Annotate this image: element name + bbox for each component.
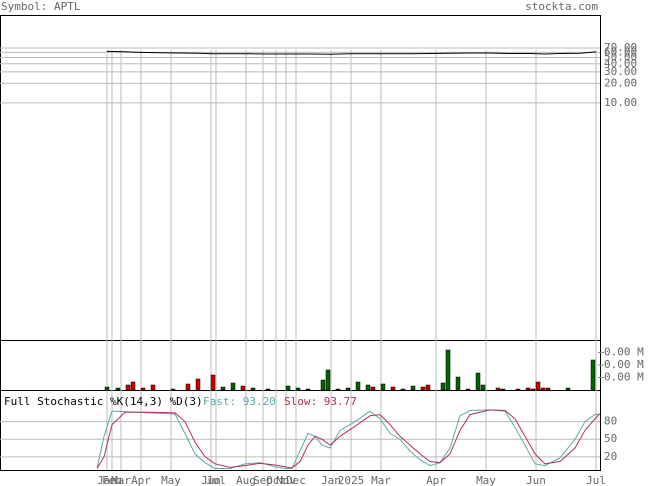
volume-bar: [305, 388, 311, 391]
volume-bar: [325, 369, 331, 391]
volume-bar: [295, 387, 301, 391]
volume-bar: [440, 382, 446, 391]
legend-label: Fast: 93.20: [203, 395, 276, 408]
y-tick-label: 20: [604, 450, 617, 463]
x-tick-label: Dec: [286, 474, 306, 486]
volume-bar: [115, 387, 121, 391]
y-tick-label: 40.00: [604, 57, 637, 70]
x-tick-label: Jun: [201, 474, 221, 486]
stochastic-panel: [0, 390, 601, 471]
y-tick-label: 20.00: [604, 76, 637, 89]
volume-bar: [425, 384, 431, 391]
volume-bar: [345, 387, 351, 391]
stochastic-title: Full Stochastic %K(14,3) %D(3): [4, 395, 203, 408]
x-tick-label: Feb: [102, 474, 122, 486]
volume-bar: [445, 349, 451, 391]
volume-bar: [104, 386, 110, 391]
volume-bar: [150, 384, 156, 391]
y-tick-label: 0.00 M: [604, 346, 644, 359]
volume-bar: [475, 372, 481, 391]
x-tick-label: Sep: [253, 474, 273, 486]
volume-bar: [170, 388, 176, 391]
volume-bar: [465, 388, 471, 391]
y-tick-label: 50.00: [604, 50, 637, 63]
x-tick-label: Jul: [206, 474, 226, 486]
stochastic-line: [96, 409, 601, 469]
x-tick-label: Jul: [586, 474, 606, 486]
volume-bar: [480, 384, 486, 391]
volume-bar: [130, 381, 136, 391]
x-tick-label: Mar: [111, 474, 131, 486]
volume-bar: [400, 388, 406, 391]
volume-bar: [540, 387, 546, 391]
legend-label: Slow: 93.77: [284, 395, 357, 408]
x-tick-label: Apr: [131, 474, 151, 486]
volume-bar: [380, 383, 386, 391]
y-tick-label: 0.00 M: [604, 371, 644, 384]
volume-bar: [320, 379, 326, 391]
volume-bar: [335, 388, 341, 391]
x-tick-label: Nov: [276, 474, 296, 486]
x-tick-label: May: [161, 474, 181, 486]
y-tick-label: 10.00: [604, 96, 637, 109]
x-tick-label: May: [476, 474, 496, 486]
site: stockta.com: [525, 0, 598, 13]
volume-panel: [0, 340, 601, 391]
volume-bar: [265, 388, 271, 391]
volume-bar: [210, 374, 216, 391]
volume-bar: [125, 384, 131, 391]
y-tick-label: 70.00: [604, 41, 637, 54]
y-tick-label: 50: [604, 432, 617, 445]
price-line: [106, 50, 597, 55]
volume-bar: [525, 387, 531, 391]
symbol: Symbol: APTL: [1, 0, 81, 13]
volume-bar: [370, 386, 376, 391]
volume-bar: [185, 383, 191, 391]
volume-bar: [220, 386, 226, 391]
volume-bar: [545, 387, 551, 391]
volume-bar: [495, 387, 501, 391]
volume-bar: [140, 387, 146, 391]
volume-bar: [590, 359, 596, 391]
volume-bar: [195, 378, 201, 391]
volume-bar: [355, 381, 361, 391]
y-tick-label: 0.00 M: [604, 358, 644, 371]
volume-bar: [515, 388, 521, 391]
volume-bar: [230, 382, 236, 391]
y-tick-label: 30.00: [604, 65, 637, 78]
volume-bar: [250, 387, 256, 391]
volume-bar: [535, 381, 541, 391]
x-tick-label: Mar: [371, 474, 391, 486]
volume-bar: [455, 376, 461, 391]
x-tick-label: Jun: [526, 474, 546, 486]
volume-bar: [420, 386, 426, 391]
x-tick-label: Jan: [97, 474, 117, 486]
volume-bar: [240, 385, 246, 391]
volume-bar: [285, 385, 291, 391]
volume-bar: [565, 387, 571, 391]
y-tick-label: 60.00: [604, 45, 637, 58]
x-tick-label: Apr: [426, 474, 446, 486]
volume-bar: [390, 386, 396, 391]
volume-bar: [365, 384, 371, 391]
volume-bar: [530, 388, 536, 391]
y-tick-label: 80: [604, 415, 617, 428]
x-tick-label: 2025: [338, 474, 365, 486]
stochastic-line: [96, 409, 601, 470]
volume-bar: [500, 388, 506, 391]
x-tick-label: Aug: [236, 474, 256, 486]
volume-bar: [410, 385, 416, 391]
x-tick-label: Jan: [321, 474, 341, 486]
x-tick-label: Oct: [266, 474, 286, 486]
